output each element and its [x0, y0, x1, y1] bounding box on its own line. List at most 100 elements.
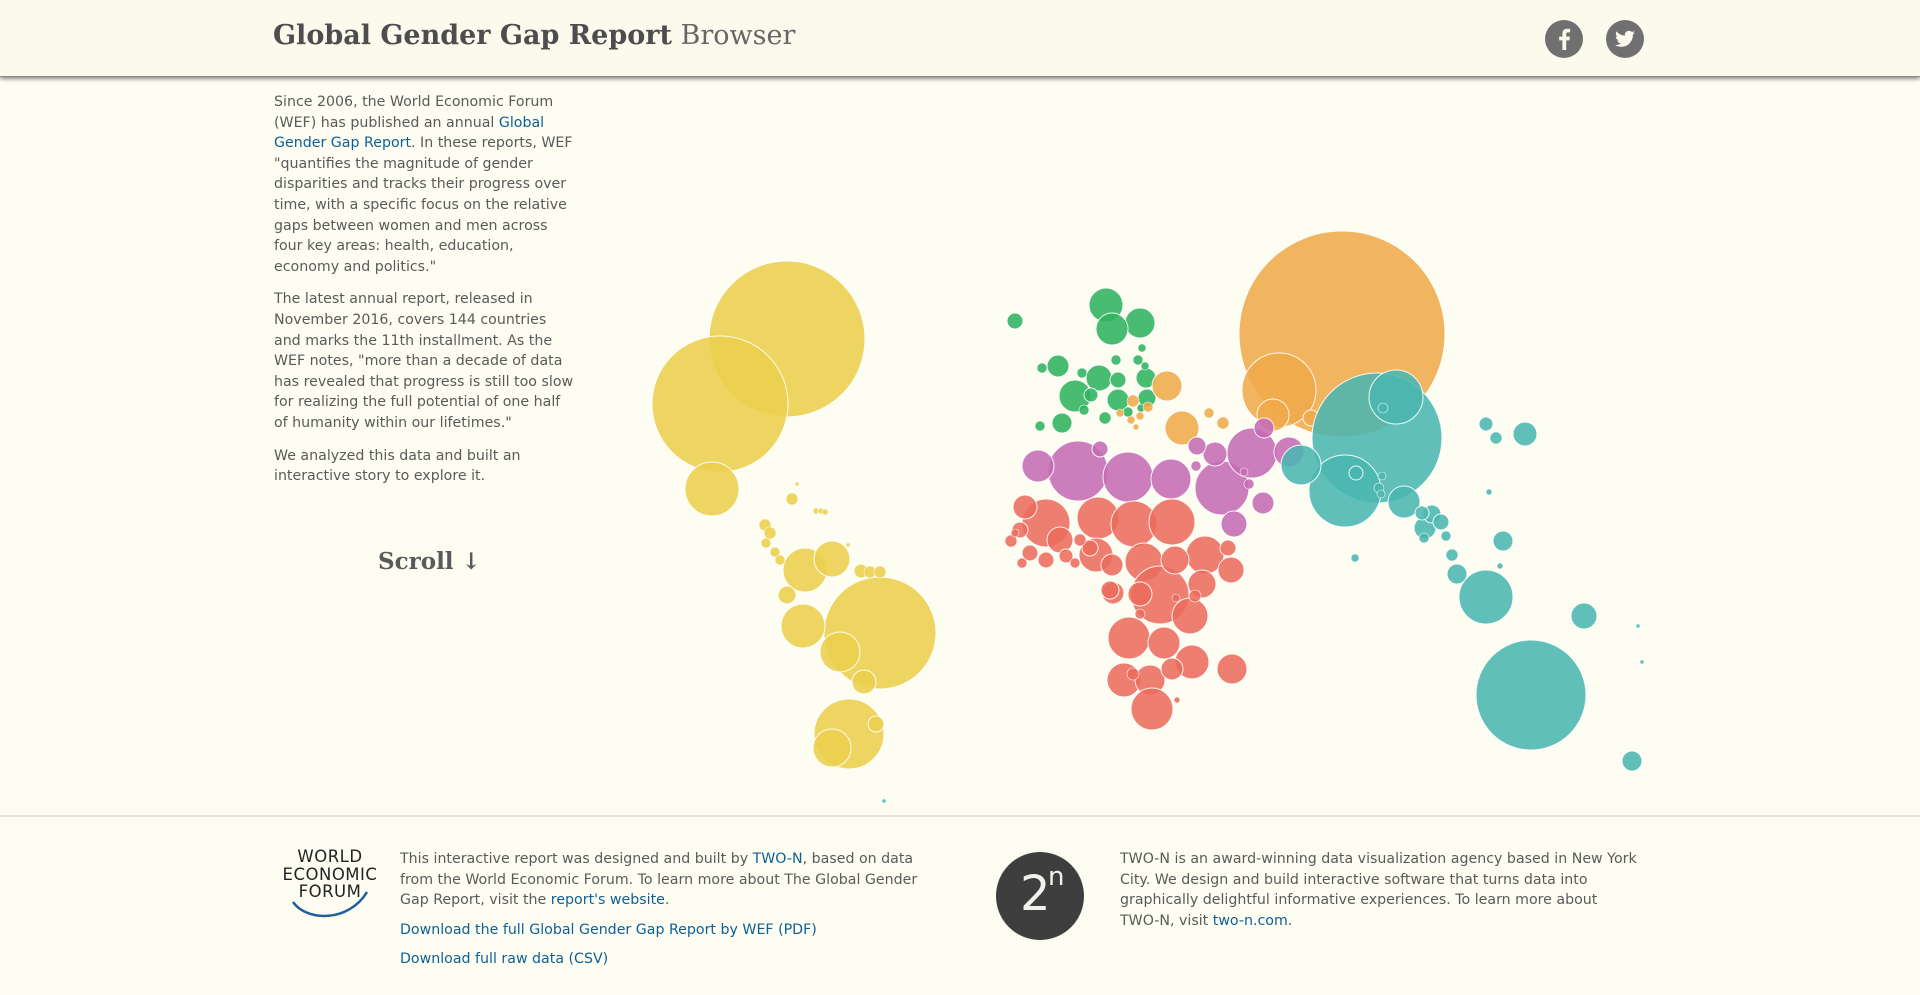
country-bubble-asia-pacific[interactable] — [1478, 416, 1494, 432]
country-bubble-asia-pacific[interactable] — [1377, 402, 1389, 414]
country-bubble-africa[interactable] — [1148, 498, 1196, 546]
country-bubble-africa[interactable] — [1004, 534, 1018, 548]
country-bubble-asia-pacific[interactable] — [1350, 553, 1360, 563]
country-bubble-central-asia[interactable] — [1135, 411, 1145, 421]
country-bubble-europe[interactable] — [1046, 354, 1070, 378]
country-bubble-mena[interactable] — [1243, 478, 1255, 490]
country-bubble-asia-pacific[interactable] — [1639, 659, 1645, 665]
country-bubble-africa[interactable] — [1012, 494, 1038, 520]
country-bubble-europe[interactable] — [1036, 362, 1048, 374]
country-bubble-asia-pacific[interactable] — [1418, 532, 1430, 544]
country-bubble-europe[interactable] — [1078, 404, 1090, 416]
country-bubble-americas[interactable] — [873, 565, 887, 579]
country-bubble-africa[interactable] — [1058, 548, 1074, 564]
download-pdf-link[interactable]: Download the full Global Gender Gap Repo… — [400, 921, 817, 938]
country-bubble-africa[interactable] — [1134, 608, 1146, 620]
twon-logo[interactable]: 2 n — [996, 852, 1084, 940]
facebook-share-button[interactable] — [1545, 20, 1583, 58]
country-bubble-africa[interactable] — [1073, 533, 1087, 547]
country-bubble-mena[interactable] — [1239, 467, 1249, 477]
country-bubble-africa[interactable] — [1160, 545, 1190, 575]
country-bubble-mena[interactable] — [1091, 440, 1109, 458]
country-bubble-americas[interactable] — [813, 540, 851, 578]
country-bubble-asia-pacific[interactable] — [1387, 485, 1421, 519]
country-bubble-asia-pacific[interactable] — [1445, 548, 1459, 562]
country-bubble-africa[interactable] — [1100, 580, 1120, 600]
country-bubble-europe[interactable] — [1006, 312, 1024, 330]
country-bubble-asia-pacific[interactable] — [1377, 471, 1387, 481]
country-bubble-africa[interactable] — [1219, 539, 1237, 557]
country-bubble-africa[interactable] — [1021, 544, 1039, 562]
country-bubble-africa[interactable] — [1171, 593, 1181, 603]
site-title[interactable]: Global Gender Gap Report Browser — [273, 20, 795, 51]
country-bubble-asia-pacific[interactable] — [881, 798, 887, 804]
country-bubble-mena[interactable] — [1190, 460, 1202, 472]
country-bubble-africa[interactable] — [1126, 667, 1140, 681]
country-bubble-mena[interactable] — [1102, 451, 1154, 503]
country-bubble-asia-pacific[interactable] — [1485, 488, 1493, 496]
country-bubble-europe[interactable] — [1140, 361, 1150, 371]
country-bubble-asia-pacific[interactable] — [1414, 505, 1430, 521]
twon-link[interactable]: TWO-N — [752, 851, 803, 867]
country-bubble-asia-pacific[interactable] — [1432, 513, 1450, 531]
country-bubble-africa[interactable] — [1037, 551, 1055, 569]
country-bubble-central-asia[interactable] — [1216, 416, 1230, 430]
country-bubble-americas[interactable] — [760, 537, 772, 549]
country-bubble-americas[interactable] — [763, 526, 777, 540]
report-link[interactable]: Global Gender Gap Report — [274, 114, 545, 152]
country-bubble-central-asia[interactable] — [1151, 370, 1183, 402]
country-bubble-europe[interactable] — [1051, 412, 1073, 434]
country-bubble-mena[interactable] — [1251, 491, 1275, 515]
country-bubble-mena[interactable] — [1220, 510, 1248, 538]
country-bubble-asia-pacific[interactable] — [1496, 562, 1504, 570]
country-bubble-africa[interactable] — [1160, 657, 1184, 681]
country-bubble-africa[interactable] — [1217, 556, 1245, 584]
country-bubble-africa[interactable] — [1127, 581, 1153, 607]
country-bubble-asia-pacific[interactable] — [1570, 602, 1598, 630]
country-bubble-americas[interactable] — [777, 585, 797, 605]
country-bubble-africa[interactable] — [1081, 539, 1099, 557]
country-bubble-africa[interactable] — [1188, 589, 1202, 603]
country-bubble-central-asia[interactable] — [1203, 407, 1215, 419]
country-bubble-asia-pacific[interactable] — [1635, 623, 1641, 629]
country-bubble-africa[interactable] — [1171, 597, 1209, 635]
country-bubble-americas[interactable] — [845, 542, 851, 548]
country-bubble-americas[interactable] — [812, 728, 852, 768]
country-bubble-central-asia[interactable] — [1126, 415, 1136, 425]
twon-site-link[interactable]: two-n.com — [1212, 912, 1288, 929]
country-bubble-europe[interactable] — [1098, 411, 1112, 425]
country-bubble-africa[interactable] — [1173, 696, 1181, 704]
country-bubble-americas[interactable] — [769, 546, 781, 558]
country-bubble-europe[interactable] — [1109, 371, 1127, 389]
country-bubble-europe[interactable] — [1083, 387, 1099, 403]
country-bubble-europe[interactable] — [1085, 364, 1113, 392]
country-bubble-central-asia[interactable] — [1142, 401, 1154, 413]
country-bubble-africa[interactable] — [1100, 553, 1124, 577]
country-bubble-africa[interactable] — [1130, 687, 1174, 731]
country-bubble-europe[interactable] — [1122, 406, 1134, 418]
country-bubble-asia-pacific[interactable] — [1458, 569, 1514, 625]
country-bubble-americas[interactable] — [774, 554, 786, 566]
twitter-share-button[interactable] — [1606, 20, 1644, 58]
country-bubble-asia-pacific[interactable] — [1446, 563, 1468, 585]
country-bubble-mena[interactable] — [1150, 458, 1192, 500]
country-bubble-europe[interactable] — [1095, 312, 1129, 346]
country-bubble-asia-pacific[interactable] — [1512, 421, 1538, 447]
report-website-link[interactable]: report's website — [550, 892, 665, 908]
download-csv-link[interactable]: Download full raw data (CSV) — [400, 951, 609, 967]
country-bubble-africa[interactable] — [1147, 626, 1181, 660]
country-bubble-mena[interactable] — [1202, 441, 1228, 467]
country-bubble-mena[interactable] — [1253, 417, 1275, 439]
country-bubble-americas[interactable] — [851, 669, 877, 695]
country-bubble-americas[interactable] — [821, 508, 829, 516]
country-bubble-africa[interactable] — [1046, 526, 1074, 554]
country-bubble-asia-pacific[interactable] — [1280, 444, 1322, 486]
country-bubble-americas[interactable] — [794, 481, 800, 487]
country-bubble-americas[interactable] — [785, 492, 799, 506]
country-bubble-africa[interactable] — [1107, 616, 1151, 660]
country-bubble-asia-pacific[interactable] — [1440, 530, 1452, 542]
country-bubble-europe[interactable] — [1110, 354, 1122, 366]
country-bubble-americas[interactable] — [651, 335, 789, 473]
country-bubble-central-asia[interactable] — [1132, 423, 1140, 431]
country-bubble-central-asia[interactable] — [1115, 408, 1125, 418]
